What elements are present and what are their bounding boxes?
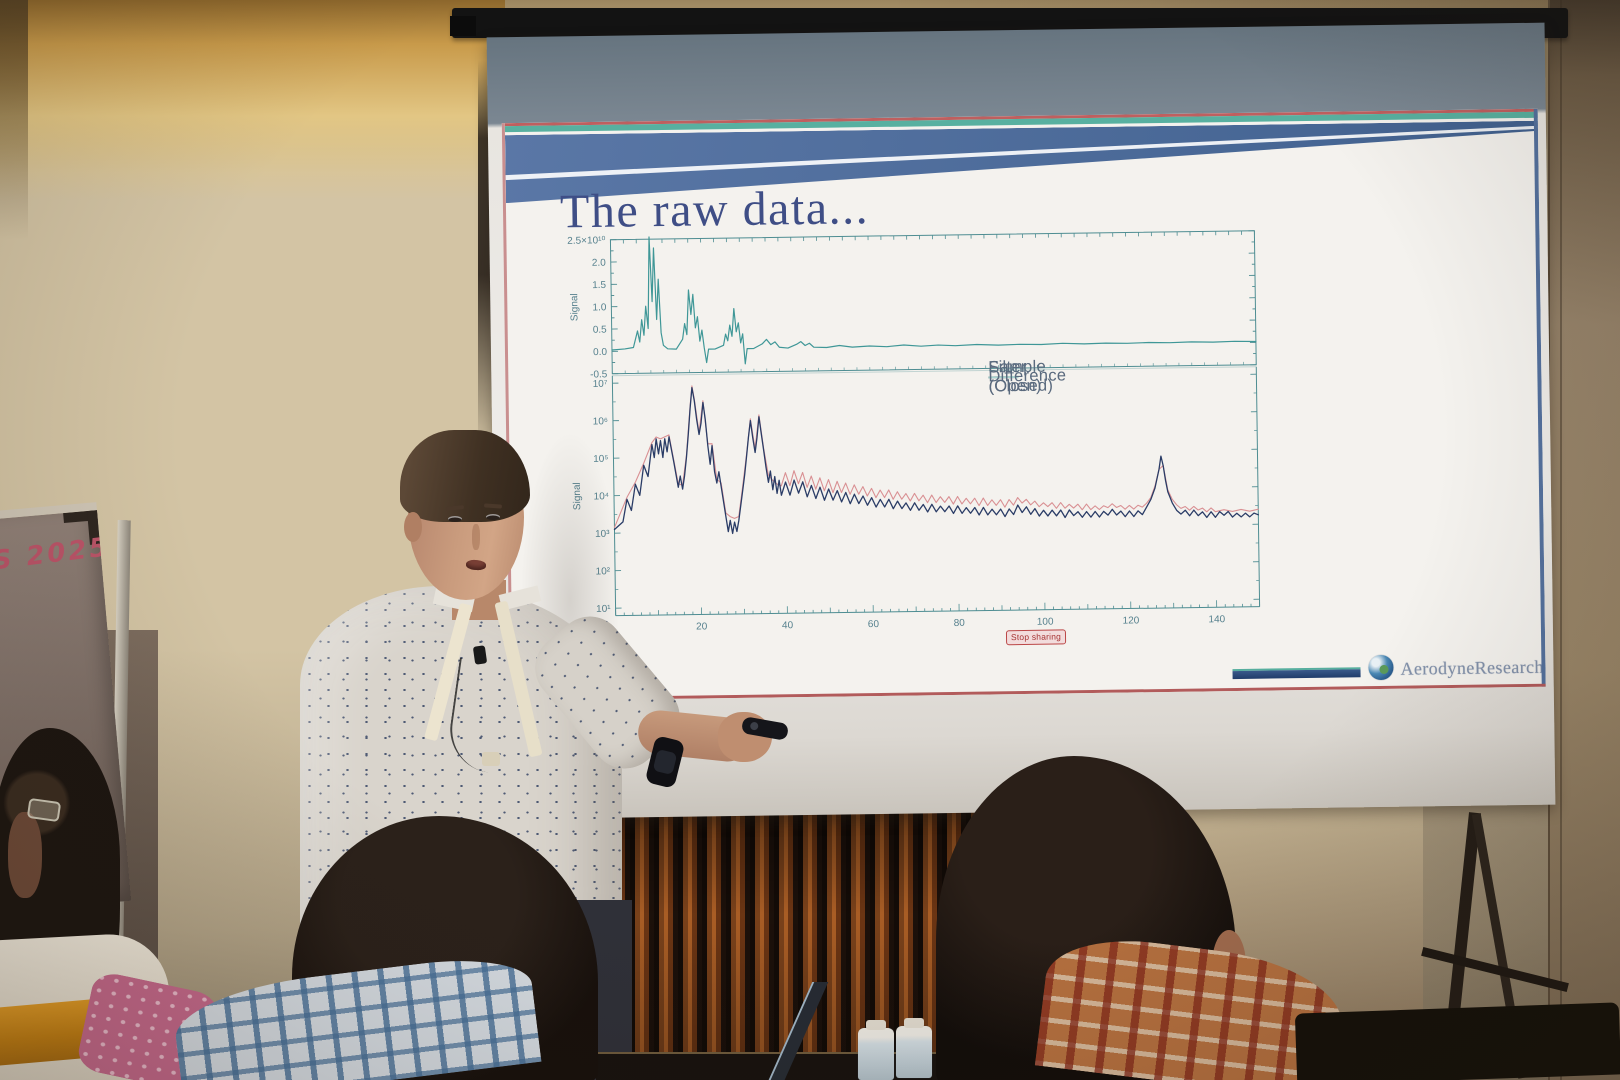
svg-text:40: 40 [782,620,794,631]
lanyard-clip [482,752,500,766]
svg-text:0.0: 0.0 [593,347,607,358]
left-wall-shadow [0,0,28,240]
svg-text:20: 20 [696,621,708,632]
audience-woman-face [8,812,42,898]
svg-text:10³: 10³ [595,529,610,540]
svg-text:0.5: 0.5 [593,325,607,336]
svg-text:1.5: 1.5 [592,280,606,291]
presenter-nose [472,524,480,550]
right-wall-column [1548,0,1620,1080]
stop-sharing-button: Stop sharing [1005,629,1067,646]
presenter-hair [400,430,530,522]
svg-text:10⁵: 10⁵ [593,454,608,465]
top-signal-chart: 2.5×10¹⁰ 2.0 1.5 1.0 0.5 0.0 -0.5 Signal [567,230,1257,381]
screen-bracket [450,16,476,36]
wall-seam [1560,0,1562,1080]
svg-text:10⁴: 10⁴ [594,491,610,502]
footer-blue-bar [1232,669,1361,680]
svg-text:10⁷: 10⁷ [593,379,608,390]
svg-text:120: 120 [1123,615,1140,626]
slide-right-edge [1533,108,1546,687]
svg-text:1.0: 1.0 [592,302,606,313]
eyeglasses [26,797,62,823]
bottom-signal-chart: 10⁷ 10⁶ 10⁵ 10⁴ 10³ 10² 10¹ 20 40 60 80 100 120 140 Si… [572,366,1261,633]
svg-text:10⁶: 10⁶ [593,416,608,427]
svg-text:80: 80 [954,618,966,629]
water-bottle [896,1018,932,1078]
presentation-slide: The raw data... 2.5×10¹⁰ 2.0 1.5 1.0 0.5 0.0-… [501,108,1546,702]
svg-text:10²: 10² [596,566,611,577]
svg-text:10¹: 10¹ [596,604,611,615]
flipchart-writing: ICAS 2025 [0,532,113,584]
presenter-eye [486,514,500,520]
svg-text:60: 60 [868,619,880,630]
svg-text:Signal: Signal [569,293,580,321]
clicker-button [749,721,759,731]
globe-logo-icon [1368,654,1394,681]
svg-text:Signal: Signal [572,482,583,510]
svg-text:2.0: 2.0 [592,258,606,269]
svg-text:100: 100 [1037,617,1054,628]
ceiling-light-glow [0,0,505,200]
foreground-dark-mass [1294,1002,1620,1080]
svg-text:2.5×10¹⁰: 2.5×10¹⁰ [567,235,605,247]
svg-text:140: 140 [1208,614,1225,625]
water-bottle [858,1020,894,1080]
logo-text: AerodyneResearch [1400,656,1544,679]
projector-screen: The raw data... 2.5×10¹⁰ 2.0 1.5 1.0 0.5 0.0-… [486,22,1556,820]
presenter-ear [404,512,422,542]
svg-text:-0.5: -0.5 [590,369,608,380]
watch-face [652,748,678,776]
presenter-eye [448,516,462,522]
